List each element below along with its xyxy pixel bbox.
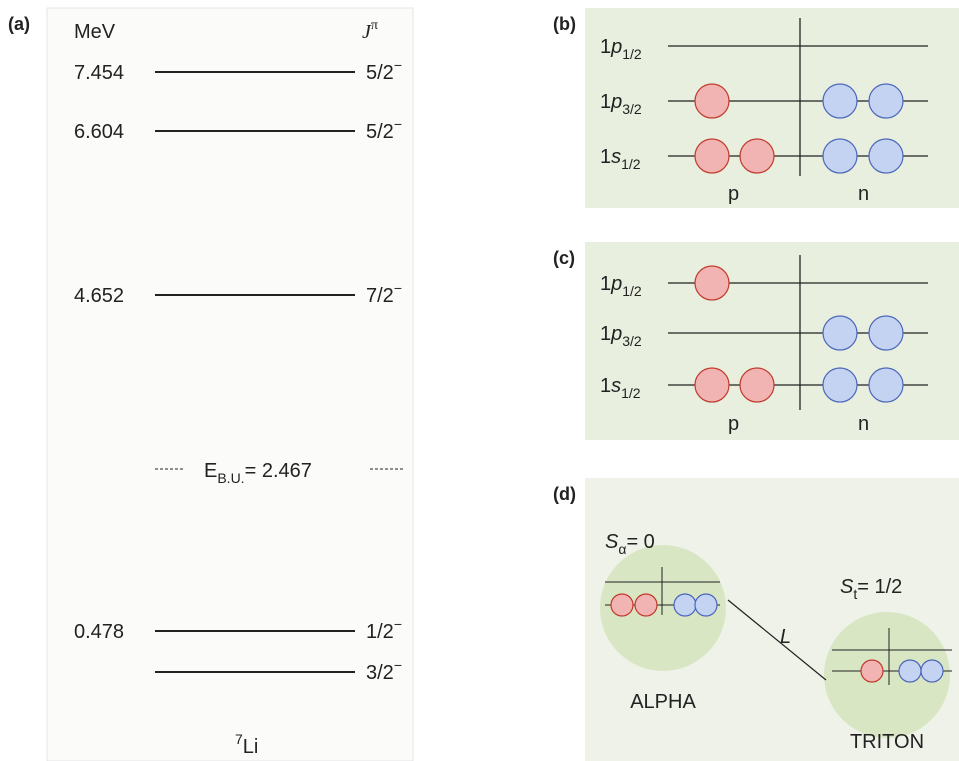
proton <box>861 660 883 682</box>
neutron <box>899 660 921 682</box>
proton-label: p <box>728 183 739 205</box>
orbital-label-part: p <box>610 273 622 295</box>
neutron-label: n <box>858 183 869 205</box>
level-spin-part: − <box>394 116 402 132</box>
relative-label: L <box>780 626 791 648</box>
level-spin-part: 5/2 <box>366 62 394 84</box>
orbital-label-part: 1 <box>600 273 611 295</box>
proton <box>695 266 729 300</box>
neutron-label-part: n <box>858 413 869 435</box>
neutron <box>695 594 717 616</box>
neutron <box>869 316 903 350</box>
level-energy: 7.454 <box>74 62 124 84</box>
orbital-label-part: p <box>610 36 622 58</box>
level-energy: 4.652 <box>74 285 124 307</box>
level-spin-part: − <box>394 57 402 73</box>
neutron-label-part: n <box>858 183 869 205</box>
figure: (a)MeVJπ7.4545/2−6.6045/2−4.6527/2−0.478… <box>0 0 959 761</box>
proton <box>611 594 633 616</box>
triton-name: TRITON <box>850 731 924 753</box>
level-energy-part: 4.652 <box>74 285 124 307</box>
breakup-energy-part: = 2.467 <box>245 460 312 482</box>
panel-label: (d) <box>553 484 576 504</box>
orbital-label-part: 1 <box>600 375 611 397</box>
panel-label-part: (d) <box>553 484 576 504</box>
proton-label: p <box>728 413 739 435</box>
neutron <box>869 139 903 173</box>
level-spin-part: 3/2 <box>366 662 394 684</box>
neutron <box>823 139 857 173</box>
level-spin-part: 5/2 <box>366 121 394 143</box>
alpha-spin-part: α <box>618 541 626 557</box>
orbital-label-part: 1 <box>600 146 611 168</box>
triton-spin-part: = 1/2 <box>857 576 902 598</box>
neutron <box>921 660 943 682</box>
breakup-energy-part: E <box>204 460 217 482</box>
nucleus-part: 7 <box>235 731 243 747</box>
orbital-label-part: 1/2 <box>621 385 641 401</box>
proton <box>695 84 729 118</box>
orbital-label-part: 1/2 <box>622 283 642 299</box>
level-energy-part: 7.454 <box>74 62 124 84</box>
neutron-label: n <box>858 413 869 435</box>
alpha-spin-part: = 0 <box>626 531 654 553</box>
proton <box>635 594 657 616</box>
neutron <box>823 84 857 118</box>
orbital-label-part: 3/2 <box>622 101 642 117</box>
level-energy: 0.478 <box>74 621 124 643</box>
level-spin-part: − <box>394 657 402 673</box>
level-energy: 6.604 <box>74 121 124 143</box>
proton <box>740 368 774 402</box>
proton <box>740 139 774 173</box>
panel-label: (b) <box>553 14 576 34</box>
spin-header-part: π <box>371 18 378 33</box>
relative-label-part: L <box>780 626 791 648</box>
orbital-label-part: s <box>611 375 621 397</box>
proton <box>695 368 729 402</box>
nucleus-part: Li <box>243 736 259 758</box>
level-energy-part: 0.478 <box>74 621 124 643</box>
panel-label-part: (c) <box>553 248 575 268</box>
proton-label-part: p <box>728 183 739 205</box>
orbital-label-part: p <box>610 323 622 345</box>
level-spin-part: 1/2 <box>366 621 394 643</box>
neutron <box>869 368 903 402</box>
level-spin-part: 7/2 <box>366 285 394 307</box>
unit-header-part: MeV <box>74 21 116 43</box>
alpha-spin-part: S <box>605 531 619 553</box>
neutron <box>823 368 857 402</box>
panel-label-part: (a) <box>8 14 30 34</box>
alpha-name: ALPHA <box>630 691 696 713</box>
orbital-label-part: 1 <box>600 323 611 345</box>
neutron <box>869 84 903 118</box>
orbital-label-part: 3/2 <box>622 333 642 349</box>
breakup-energy-part: B.U. <box>217 470 244 486</box>
alpha-name-part: ALPHA <box>630 691 696 713</box>
orbital-label-part: p <box>610 91 622 113</box>
proton <box>695 139 729 173</box>
unit-header: MeV <box>74 21 116 43</box>
neutron <box>823 316 857 350</box>
neutron <box>674 594 696 616</box>
proton-label-part: p <box>728 413 739 435</box>
triton-name-part: TRITON <box>850 731 924 753</box>
orbital-label-part: 1/2 <box>621 156 641 172</box>
panel-label: (c) <box>553 248 575 268</box>
orbital-label-part: 1 <box>600 91 611 113</box>
panel-label-part: (b) <box>553 14 576 34</box>
orbital-label-part: 1 <box>600 36 611 58</box>
level-spin-part: − <box>394 616 402 632</box>
triton-spin-part: S <box>840 576 854 598</box>
orbital-label-part: s <box>611 146 621 168</box>
orbital-label-part: 1/2 <box>622 46 642 62</box>
level-energy-part: 6.604 <box>74 121 124 143</box>
panel-label: (a) <box>8 14 30 34</box>
level-spin-part: − <box>394 280 402 296</box>
